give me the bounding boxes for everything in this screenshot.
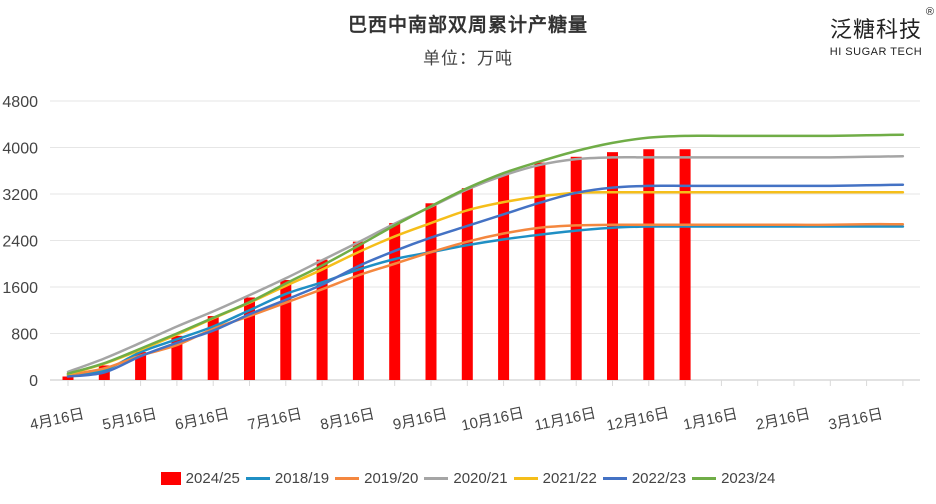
legend-bar-swatch <box>160 472 181 485</box>
bar-2024-25 <box>389 223 401 380</box>
legend-item: 2019/20 <box>335 470 418 487</box>
bar-2024-25 <box>679 149 691 380</box>
bar-2024-25 <box>135 352 147 380</box>
legend-line-swatch <box>692 477 717 480</box>
legend-item: 2024/25 <box>160 470 240 487</box>
bar-2024-25 <box>607 152 618 380</box>
bar-series <box>62 149 691 380</box>
x-tick-label: 6月16日 <box>174 406 231 434</box>
legend-item: 2023/24 <box>692 470 775 487</box>
legend-label: 2022/23 <box>631 470 687 487</box>
y-tick-label: 1600 <box>2 280 38 297</box>
legend-line-swatch <box>335 477 360 480</box>
legend-label: 2024/25 <box>185 470 240 487</box>
y-axis: 0 800 1600 2400 3200 4000 4800 <box>2 94 38 390</box>
bar-2024-25 <box>62 376 74 380</box>
brand-logo: 泛糖科技 HI SUGAR TECH ® <box>826 6 934 58</box>
x-tick-label: 10月16日 <box>460 405 526 435</box>
x-tick-label: 5月16日 <box>101 406 158 434</box>
legend-item: 2020/21 <box>424 470 508 487</box>
y-tick-label: 4800 <box>2 94 38 111</box>
line-2022-23 <box>66 183 905 378</box>
legend-label: 2019/20 <box>364 470 419 487</box>
legend-label: 2018/19 <box>274 470 330 487</box>
x-tick-label: 9月16日 <box>391 406 448 434</box>
logo-text: 泛糖科技 <box>829 18 922 43</box>
legend-item: 2022/23 <box>602 470 687 487</box>
x-tick-label: 1月16日 <box>682 406 739 434</box>
legend-label: 2021/22 <box>542 470 597 487</box>
legend-line-swatch <box>424 477 449 480</box>
bar-2024-25 <box>244 297 255 380</box>
line-2023-24 <box>66 133 905 375</box>
legend-label: 2023/24 <box>721 470 776 487</box>
line-series <box>66 133 905 378</box>
bar-2024-25 <box>280 280 292 380</box>
y-tick-label: 3200 <box>2 187 38 204</box>
bar-2024-25 <box>316 259 328 380</box>
gridlines <box>50 100 920 381</box>
x-tick-label: 2月16日 <box>754 406 811 434</box>
x-tick-label: 8月16日 <box>319 406 376 434</box>
line-2018-19 <box>66 225 905 377</box>
bar-2024-25 <box>570 156 582 380</box>
y-tick-label: 4000 <box>2 141 38 158</box>
bar-2024-25 <box>425 203 437 380</box>
chart-title: 巴西中南部双周累计产糖量 <box>347 14 588 36</box>
registered-icon: ® <box>925 6 934 18</box>
line-2020-21 <box>66 154 905 374</box>
legend: 2024/25 2018/19 2019/20 2020/21 2021/22 2022/… <box>0 470 936 487</box>
x-tick-label: 3月16日 <box>827 406 884 434</box>
bar-2024-25 <box>461 188 473 380</box>
x-tick-label: 11月16日 <box>533 405 597 435</box>
legend-label: 2020/21 <box>453 470 508 487</box>
bar-2024-25 <box>207 316 219 380</box>
x-tick-label: 4月16日 <box>28 406 85 434</box>
y-tick-label: 2400 <box>2 234 38 251</box>
x-axis: 4月16日 5月16日 6月16日 7月16日 8月16日 9月16日 10月16日 11月1… <box>28 380 904 435</box>
legend-item: 2021/22 <box>513 470 597 487</box>
legend-line-swatch <box>245 477 270 480</box>
logo-subtext: HI SUGAR TECH <box>829 46 923 58</box>
line-2019-20 <box>66 222 905 377</box>
chart-subtitle: 单位：万吨 <box>423 49 513 69</box>
legend-item: 2018/19 <box>245 470 330 487</box>
y-tick-label: 0 <box>29 373 38 390</box>
bar-2024-25 <box>171 335 183 380</box>
x-tick-label: 12月16日 <box>605 405 671 435</box>
bar-2024-25 <box>643 149 655 380</box>
y-tick-label: 800 <box>11 327 38 344</box>
bar-2024-25 <box>352 241 364 380</box>
legend-line-swatch <box>513 477 538 480</box>
bar-2024-25 <box>498 174 510 380</box>
bar-2024-25 <box>534 162 546 380</box>
x-tick-label: 7月16日 <box>246 406 303 434</box>
legend-line-swatch <box>602 477 627 480</box>
